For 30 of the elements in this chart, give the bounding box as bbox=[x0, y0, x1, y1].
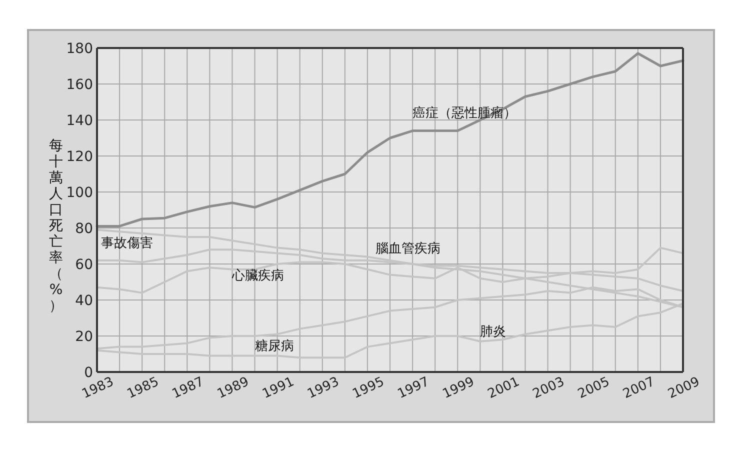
y-tick-label: 60 bbox=[75, 257, 93, 273]
x-tick-label: 2003 bbox=[530, 374, 567, 402]
y-tick-label: 0 bbox=[84, 365, 93, 381]
x-tick-label: 1997 bbox=[395, 374, 432, 402]
x-tick-label: 1993 bbox=[305, 374, 342, 402]
series-label: 事故傷害 bbox=[101, 234, 153, 251]
series-label: 糖尿病 bbox=[254, 339, 294, 354]
x-tick-label: 1999 bbox=[440, 374, 477, 402]
y-tick-label: 140 bbox=[66, 113, 93, 129]
series-label: 肺炎 bbox=[480, 324, 506, 340]
series-label: 心臟疾病 bbox=[231, 267, 284, 284]
y-tick-label: 40 bbox=[75, 293, 93, 309]
y-tick-label: 180 bbox=[66, 41, 93, 57]
y-tick-label: 120 bbox=[66, 149, 93, 165]
x-tick-label: 1995 bbox=[350, 374, 387, 402]
x-tick-label: 1987 bbox=[170, 374, 206, 402]
x-tick-label: 2009 bbox=[666, 374, 702, 402]
x-tick-label: 2001 bbox=[486, 374, 522, 402]
text: 每十萬人口死亡率（%） bbox=[49, 138, 63, 314]
x-tick-label: 1985 bbox=[124, 374, 162, 402]
x-tick-label: 2005 bbox=[576, 374, 612, 402]
y-tick-label: 100 bbox=[66, 185, 93, 201]
y-tick-label: 20 bbox=[75, 329, 93, 345]
y-tick-label: 160 bbox=[66, 77, 93, 93]
x-tick-label: 1989 bbox=[215, 374, 252, 402]
x-tick-label: 1991 bbox=[260, 374, 297, 402]
x-tick-label: 2007 bbox=[620, 374, 658, 402]
series-label: 腦血管疾病 bbox=[375, 241, 440, 256]
series-label: 癌症（惡性腫瘤） bbox=[412, 104, 517, 121]
y-tick-label: 80 bbox=[75, 221, 93, 237]
